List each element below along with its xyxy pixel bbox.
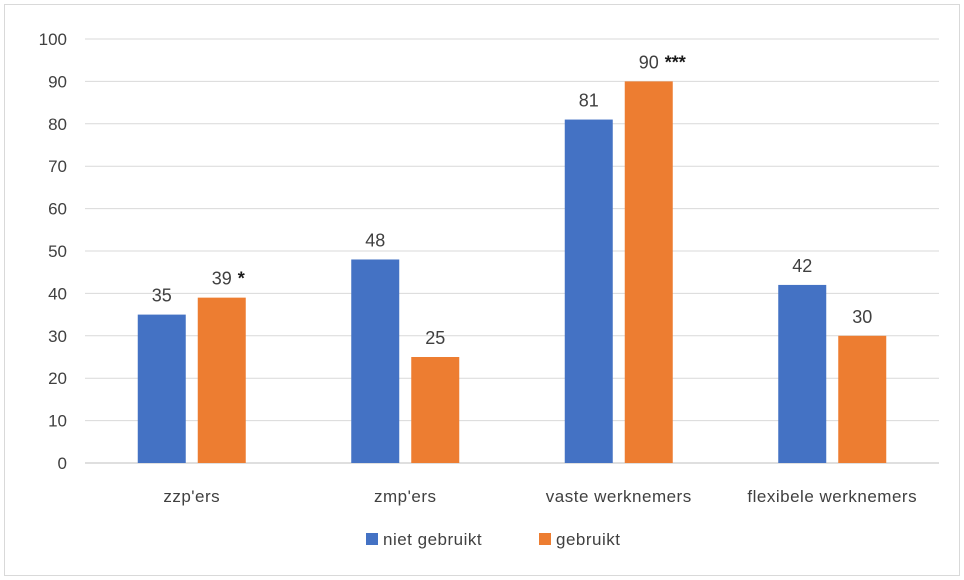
bar [137, 314, 186, 463]
data-label: 35 [152, 286, 172, 306]
legend-swatch [539, 533, 551, 545]
legend-swatch [366, 533, 378, 545]
y-tick-label: 10 [48, 412, 67, 431]
y-tick-label: 80 [48, 115, 67, 134]
legend-label: niet gebruikt [383, 530, 482, 549]
data-label: 90 [639, 52, 659, 72]
data-label: 81 [579, 91, 599, 111]
y-tick-label: 60 [48, 200, 67, 219]
significance-marker: * [238, 269, 245, 289]
bar [778, 284, 827, 463]
y-tick-label: 50 [48, 242, 67, 261]
y-tick-label: 40 [48, 284, 67, 303]
data-label: 30 [852, 307, 872, 327]
y-tick-label: 70 [48, 157, 67, 176]
data-labels: 35 39 * 48 25 81 90 *** 42 30 [152, 52, 873, 348]
bar [564, 119, 613, 463]
data-label: 25 [425, 328, 445, 348]
bar [351, 259, 400, 463]
y-tick-label: 30 [48, 327, 67, 346]
legend-item: gebruikt [539, 530, 620, 549]
y-tick-label: 90 [48, 72, 67, 91]
y-tick-label: 100 [39, 30, 67, 49]
x-category-label: zzp'ers [163, 487, 220, 506]
significance-marker: *** [665, 52, 686, 72]
x-category-label: zmp'ers [374, 487, 436, 506]
legend-label: gebruikt [556, 530, 620, 549]
data-label: 48 [365, 230, 385, 250]
y-tick-label: 0 [58, 454, 67, 473]
legend: niet gebruikt gebruikt [366, 530, 620, 549]
legend-item: niet gebruikt [366, 530, 482, 549]
bars [137, 81, 887, 464]
bar-chart: 0 10 20 30 40 50 60 70 80 90 100 35 39 * 48 25 81 90 *** 4… [39, 30, 939, 549]
x-category-label: flexibele werknemers [747, 487, 917, 506]
y-axis-tick-labels: 0 10 20 30 40 50 60 70 80 90 100 [39, 30, 67, 473]
bar [197, 297, 246, 463]
x-category-label: vaste werknemers [546, 487, 692, 506]
bar [411, 357, 460, 463]
y-tick-label: 20 [48, 369, 67, 388]
chart-frame: 0 10 20 30 40 50 60 70 80 90 100 35 39 * 48 25 81 90 *** 4… [4, 4, 960, 576]
x-axis-category-labels: zzp'ers zmp'ers vaste werknemers flexibele … [163, 487, 917, 506]
data-label: 42 [792, 256, 812, 276]
data-label: 39 [212, 269, 232, 289]
bar [624, 81, 673, 464]
bar [838, 335, 887, 463]
